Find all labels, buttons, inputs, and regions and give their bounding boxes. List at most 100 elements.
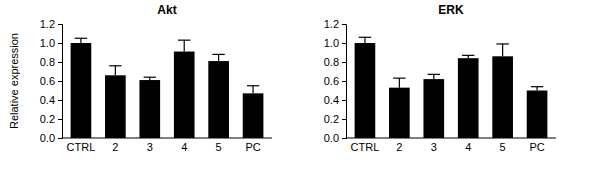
x-tick-label: PC (529, 141, 544, 153)
error-bar (212, 54, 224, 61)
y-tick-label: 0.0 (324, 132, 339, 144)
x-tick: PC (529, 138, 544, 153)
chart: 0.00.20.40.60.81.01.2CTRL2345PCAktRelati… (8, 3, 272, 153)
error-bar-cap (178, 40, 190, 41)
x-axis: CTRL 2 3 4 5 PC (62, 138, 272, 153)
error-bar-cap (359, 37, 371, 38)
y-tick: 1.0 (324, 37, 346, 49)
x-tick: 3 (431, 138, 437, 153)
x-tick: PC (245, 138, 260, 153)
chart-title: ERK (438, 3, 464, 17)
y-tick-label: 0.2 (324, 113, 339, 125)
y-tick-label: 0.4 (324, 94, 339, 106)
x-tick-label: 4 (465, 141, 471, 153)
error-bar-cap (247, 85, 259, 86)
bar (208, 61, 229, 138)
y-tick: 1.2 (40, 18, 62, 30)
error-bar (496, 44, 508, 56)
y-axis-line (342, 25, 347, 139)
x-tick-label: 2 (112, 141, 118, 153)
y-tick-label: 0.0 (40, 132, 55, 144)
bar (105, 75, 126, 138)
figure: 0.00.20.40.60.81.01.2CTRL2345PCAktRelati… (0, 0, 590, 170)
y-tick-mark (342, 24, 346, 25)
y-tick-mark (58, 43, 62, 44)
x-tick-label: CTRL (351, 141, 380, 153)
error-bar (462, 55, 474, 58)
error-bar-stem (184, 40, 185, 51)
error-bar-cap (75, 38, 87, 39)
y-tick-mark (58, 62, 62, 63)
x-tick: 5 (500, 138, 506, 153)
x-tick: CTRL (67, 138, 96, 153)
y-tick: 1.2 (324, 18, 346, 30)
bar (243, 93, 264, 138)
x-tick-label: 2 (396, 141, 402, 153)
y-tick: 0.4 (324, 94, 346, 106)
y-tick-mark (342, 119, 346, 120)
chart: 0.00.20.40.60.81.01.2CTRL2345PCERK (324, 3, 556, 153)
y-tick-label: 1.0 (40, 37, 55, 49)
error-bar-stem (399, 78, 400, 88)
bar (458, 58, 479, 138)
x-tick-label: 5 (216, 141, 222, 153)
error-bar-cap (144, 77, 156, 78)
y-tick-mark (58, 100, 62, 101)
error-bar (178, 40, 190, 51)
error-bar-cap (531, 86, 543, 87)
y-tick: 0.2 (324, 113, 346, 125)
error-bar (109, 66, 121, 76)
y-tick: 0.0 (40, 132, 62, 144)
error-bar-stem (433, 74, 434, 79)
bar (355, 43, 376, 138)
error-bar-cap (109, 65, 121, 66)
y-tick: 0.0 (324, 132, 346, 144)
error-bar-cap (393, 78, 405, 79)
y-tick: 0.4 (40, 94, 62, 106)
y-tick-label: 0.8 (40, 56, 55, 68)
error-bar (144, 77, 156, 80)
error-bar (428, 74, 440, 79)
x-tick: 4 (181, 138, 187, 153)
error-bar (75, 38, 87, 43)
x-tick: 5 (216, 138, 222, 153)
y-tick-label: 0.6 (40, 75, 55, 87)
y-tick-mark (58, 24, 62, 25)
error-bar (359, 37, 371, 43)
y-axis: 0.0 0.2 0.4 0.6 0.8 1.0 1.2 (40, 18, 63, 144)
bar (423, 79, 444, 138)
bar (139, 80, 160, 138)
error-bar-cap (428, 74, 440, 75)
y-tick-label: 0.4 (40, 94, 55, 106)
x-tick: 4 (465, 138, 471, 153)
y-tick-mark (342, 43, 346, 44)
x-tick-label: PC (245, 141, 260, 153)
y-tick: 0.8 (324, 56, 346, 68)
y-tick-mark (58, 138, 62, 139)
y-tick: 1.0 (40, 37, 62, 49)
y-tick: 0.6 (40, 75, 62, 87)
y-axis: 0.00.20.40.60.81.01.2 (324, 18, 347, 144)
error-bar-cap (212, 54, 224, 55)
plot-area (71, 38, 264, 138)
bar (492, 56, 513, 138)
y-tick-mark (342, 138, 346, 139)
x-tick-label: 3 (431, 141, 437, 153)
x-axis-line (62, 138, 272, 139)
y-tick-label: 1.0 (324, 37, 339, 49)
error-bar (531, 87, 543, 91)
x-axis: CTRL 2 3 4 5 PC (346, 138, 556, 153)
x-tick-label: 3 (147, 141, 153, 153)
y-tick-mark (58, 119, 62, 120)
y-tick-label: 1.2 (40, 18, 55, 30)
x-axis-line (346, 138, 556, 139)
y-tick-mark (342, 100, 346, 101)
error-bar-stem (364, 37, 365, 43)
y-tick-mark (342, 81, 346, 82)
y-tick: 0.2 (40, 113, 62, 125)
error-bar-stem (80, 38, 81, 43)
error-bar-cap (462, 55, 474, 56)
x-tick-label: CTRL (67, 141, 96, 153)
bar (389, 88, 410, 138)
x-tick: 3 (147, 138, 153, 153)
